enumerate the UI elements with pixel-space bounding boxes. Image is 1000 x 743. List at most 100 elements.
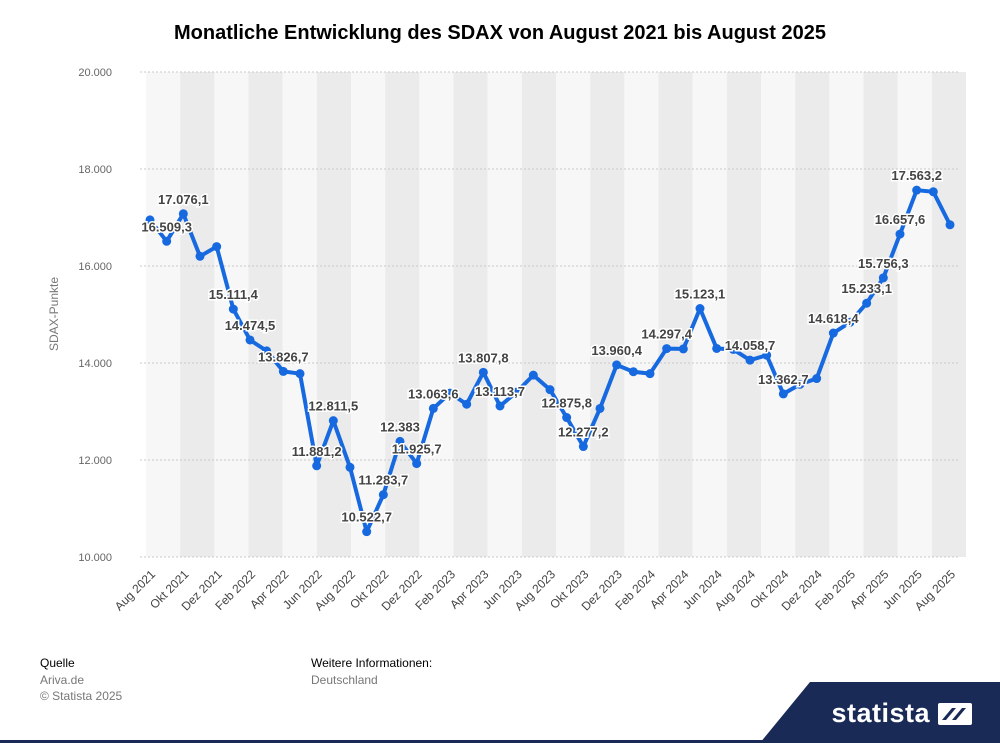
data-label: 15.123,1	[675, 287, 726, 302]
data-point	[178, 209, 188, 219]
data-point	[245, 335, 255, 345]
data-point	[895, 229, 905, 239]
data-point	[878, 273, 888, 283]
data-point	[612, 360, 622, 370]
data-point	[162, 236, 172, 246]
data-point	[495, 401, 505, 411]
data-point	[562, 413, 572, 423]
data-point	[945, 220, 955, 230]
brand-name: statista	[831, 698, 930, 728]
source-value[interactable]: Ariva.de	[40, 673, 85, 687]
data-point	[345, 462, 355, 472]
data-point	[445, 388, 455, 398]
y-tick-label: 10.000	[78, 552, 112, 564]
data-point	[862, 298, 872, 308]
info-value: Deutschland	[311, 673, 378, 687]
data-label: 15.111,4	[209, 287, 259, 302]
data-point	[678, 344, 688, 354]
background-band	[351, 72, 386, 557]
statista-logo[interactable]: statista	[831, 698, 972, 729]
background-band	[282, 72, 317, 557]
data-point	[478, 367, 488, 377]
y-tick-label: 16.000	[78, 261, 112, 273]
data-point	[578, 442, 588, 452]
data-label: 14.297,4	[641, 327, 692, 342]
background-band	[316, 72, 351, 557]
data-point	[195, 251, 205, 261]
data-point	[728, 344, 738, 354]
data-label: 15.756,3	[858, 256, 909, 271]
data-point	[795, 379, 805, 389]
y-tick-label: 14.000	[78, 358, 112, 370]
y-tick-label: 18.000	[78, 164, 112, 176]
info-label: Weitere Informationen:	[311, 656, 433, 670]
data-point	[378, 490, 388, 500]
data-label: 15.233,1	[841, 281, 892, 296]
data-label: 12.277,2	[558, 425, 609, 440]
background-band	[795, 72, 830, 557]
data-point	[212, 242, 222, 252]
data-point	[312, 461, 322, 471]
data-point	[228, 304, 238, 314]
data-label: 17.563,2	[891, 168, 942, 183]
background-band	[521, 72, 556, 557]
y-axis-label: SDAX-Punkte	[47, 277, 61, 351]
data-point	[778, 389, 788, 399]
background-band	[453, 72, 488, 557]
data-label: 14.058,7	[725, 338, 776, 353]
background-band	[556, 72, 591, 557]
data-label: 12.875,8	[541, 396, 592, 411]
background-band	[590, 72, 625, 557]
data-label: 14.618,4	[808, 311, 859, 326]
data-point	[645, 369, 655, 379]
data-point	[812, 374, 822, 384]
data-label: 13.807,8	[458, 350, 509, 365]
data-label: 13.063,6	[408, 386, 459, 401]
data-label: 13.960,4	[591, 343, 642, 358]
data-label: 17.076,1	[158, 192, 209, 207]
data-point	[662, 344, 672, 354]
data-label: 12.383	[380, 419, 420, 434]
bottom-rule	[0, 740, 1000, 743]
background-band	[487, 72, 522, 557]
data-label: 11.881,2	[292, 444, 342, 459]
chart-title: Monatliche Entwicklung des SDAX von Augu…	[174, 22, 826, 44]
background-band	[180, 72, 215, 557]
data-point	[745, 355, 755, 365]
background-band	[419, 72, 454, 557]
data-label: 16.657,6	[875, 212, 926, 227]
data-point	[762, 350, 772, 360]
data-point	[295, 369, 305, 379]
data-label: 11.283,7	[358, 473, 408, 488]
data-point	[328, 416, 338, 426]
data-point	[262, 346, 272, 356]
data-label: 14.474,5	[225, 318, 276, 333]
y-tick-label: 20.000	[78, 67, 112, 79]
data-point	[528, 370, 538, 380]
data-point	[912, 185, 922, 195]
background-band	[658, 72, 693, 557]
y-tick-label: 12.000	[78, 455, 112, 467]
background-band	[863, 72, 898, 557]
data-point	[712, 343, 722, 353]
source-label: Quelle	[40, 656, 75, 670]
statista-logo-icon	[938, 702, 972, 725]
background-band	[897, 72, 932, 557]
data-point	[512, 387, 522, 397]
data-point	[695, 304, 705, 314]
data-point	[145, 215, 155, 225]
data-label: 13.362,7	[758, 372, 809, 387]
data-point	[462, 399, 472, 409]
data-point	[395, 436, 405, 446]
data-label: 13.113,7	[475, 384, 525, 399]
data-point	[362, 527, 372, 537]
data-point	[828, 328, 838, 338]
background-band	[761, 72, 796, 557]
background-band	[214, 72, 249, 557]
background-band	[726, 72, 761, 557]
data-label: 10.522,7	[341, 510, 392, 525]
brand-band	[760, 682, 1000, 743]
copyright[interactable]: © Statista 2025	[40, 689, 123, 703]
data-point	[595, 403, 605, 413]
